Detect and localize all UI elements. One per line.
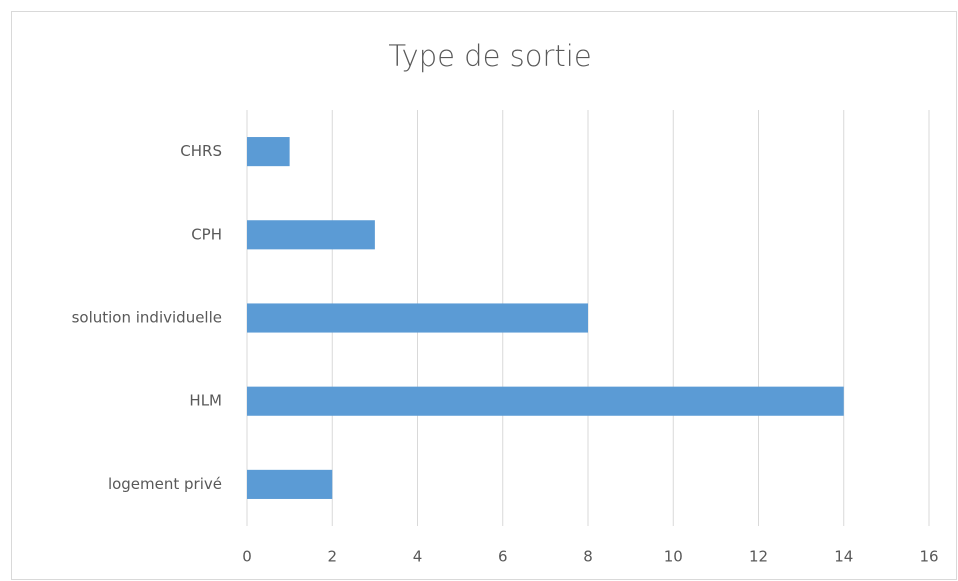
y-tick-label: HLM [189, 392, 222, 410]
y-tick-label: logement privé [108, 475, 222, 493]
y-tick-label: CHRS [180, 142, 222, 160]
x-tick-label: 12 [749, 548, 768, 566]
bar [247, 303, 588, 333]
y-tick-label: CPH [191, 225, 222, 243]
x-tick-label: 14 [834, 548, 853, 566]
chart-title: Type de sortie [388, 39, 591, 73]
x-tick-label: 4 [413, 548, 423, 566]
bar [247, 220, 375, 250]
x-tick-label: 6 [498, 548, 508, 566]
x-tick-label: 10 [664, 548, 683, 566]
chart-border [11, 11, 957, 580]
x-tick-label: 16 [919, 548, 938, 566]
bar [247, 469, 333, 499]
x-tick-label: 8 [583, 548, 593, 566]
x-tick-label: 2 [327, 548, 337, 566]
y-tick-label: solution individuelle [72, 309, 222, 327]
bar [247, 386, 844, 416]
x-tick-label: 0 [242, 548, 252, 566]
bar [247, 137, 290, 167]
